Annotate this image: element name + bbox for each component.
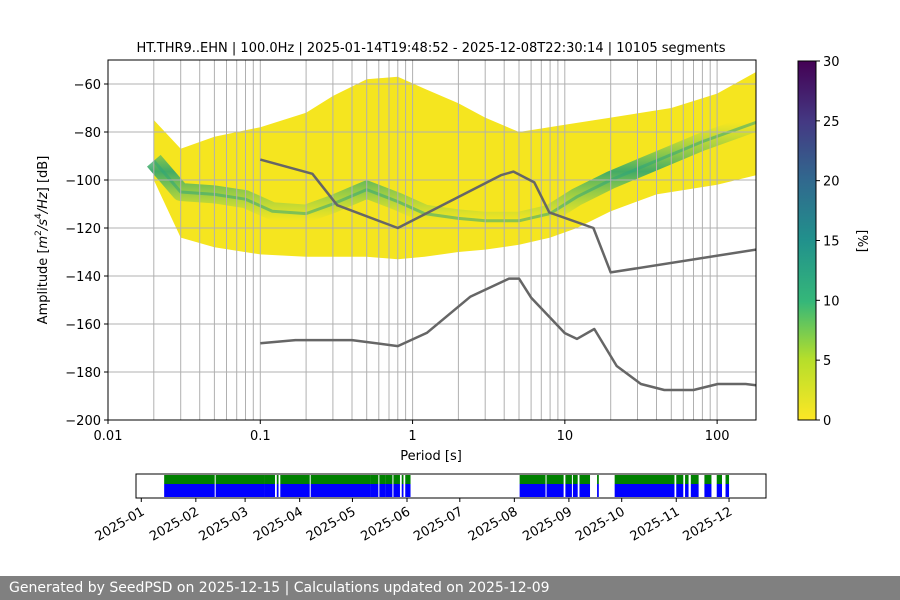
- processed-segment: [676, 475, 684, 484]
- colorbar-tick-label: 20: [823, 175, 840, 190]
- y-tick-label: −100: [65, 174, 101, 189]
- y-tick-label: −160: [65, 318, 101, 333]
- processed-segment: [519, 475, 564, 484]
- y-tick-label: −60: [74, 78, 101, 93]
- plot-content: [108, 60, 756, 420]
- colorbar-label: [%]: [854, 230, 869, 253]
- x-tick-label: 10: [557, 429, 574, 444]
- processed-segment: [597, 475, 599, 484]
- processed-segment: [565, 475, 578, 484]
- processed-segment: [579, 475, 591, 484]
- x-tick-label: 1: [408, 429, 416, 444]
- plot-frame: [107, 59, 757, 421]
- processed-segment: [690, 475, 700, 484]
- y-tick-label: −120: [65, 222, 101, 237]
- chart-title: HT.THR9..EHN | 100.0Hz | 2025-01-14T19:4…: [136, 41, 725, 56]
- colorbar-tick-label: 30: [823, 55, 840, 70]
- timeline-tick-label: 2025-08: [466, 504, 521, 544]
- data-segment: [264, 484, 276, 497]
- x-axis-label: Period [s]: [400, 449, 462, 464]
- data-segment: [370, 484, 386, 497]
- timeline-tick-label: 2025-02: [147, 504, 202, 544]
- seedpsd-figure: 0.01 0.1 1 10 100 −200−180−160−140−120−100−8…: [34, 41, 869, 545]
- data-segment: [519, 484, 564, 497]
- data-segment: [401, 484, 404, 497]
- timeline-tick-label: 2025-07: [411, 504, 466, 544]
- timeline-tick-label: 2025-04: [251, 504, 306, 544]
- colorbar-ticks: 0 5 10 15 20 25 30: [816, 55, 840, 429]
- data-segment: [690, 484, 700, 497]
- colorbar-tick-label: 0: [823, 414, 831, 429]
- y-axis-label: Amplitude [m2/s4/Hz] [dB]: [34, 156, 51, 325]
- processed-segment: [685, 475, 689, 484]
- x-axis-ticks: 0.01 0.1 1 10 100: [94, 420, 730, 444]
- timeline-tick-label: 2025-06: [358, 504, 413, 544]
- timeline-frame: [135, 473, 767, 499]
- y-tick-label: −180: [65, 366, 101, 381]
- y-tick-label: −140: [65, 270, 101, 285]
- y-tick-label: −200: [65, 414, 101, 429]
- data-segment: [164, 484, 265, 497]
- y-tick-label: −80: [74, 126, 101, 141]
- colorbar-tick-label: 15: [823, 235, 840, 250]
- low-noise-model-curve: [260, 277, 756, 392]
- processed-segment: [370, 475, 386, 484]
- colorbar: 0 5 10 15 20 25 30 [%]: [797, 55, 869, 429]
- processed-segment: [280, 475, 371, 484]
- grid-lines: [108, 60, 756, 420]
- x-tick-label: 0.1: [250, 429, 271, 444]
- psd-plot: 0.01 0.1 1 10 100 −200 −180 −160 −140 −120 −100 −8…: [34, 41, 757, 464]
- processed-segment: [405, 475, 411, 484]
- high-noise-model-curve: [259, 158, 756, 274]
- timeline-tick-label: 2025-11: [628, 504, 683, 544]
- x-tick-label: 100: [705, 429, 730, 444]
- data-segment: [565, 484, 578, 497]
- timeline-bars: [164, 475, 730, 497]
- processed-segment: [704, 475, 712, 484]
- processed-segment: [164, 475, 265, 484]
- timeline-tick-label: 2025-05: [304, 504, 359, 544]
- timeline-tick-label: 2025-03: [197, 504, 252, 544]
- data-segment: [716, 484, 723, 497]
- data-segment: [704, 484, 712, 497]
- colorbar-tick-label: 5: [823, 354, 831, 369]
- timeline-tick-label: 2025-01: [93, 504, 148, 544]
- footer-text: Generated by SeedPSD on 2025-12-15 | Cal…: [9, 580, 550, 596]
- processed-segment: [614, 475, 675, 484]
- data-segment: [276, 484, 279, 497]
- processed-segment: [716, 475, 723, 484]
- data-segment: [685, 484, 689, 497]
- timeline-tick-label: 2025-09: [520, 504, 575, 544]
- colorbar-tick-label: 10: [823, 294, 840, 309]
- timeline-tick-label: 2025-12: [680, 504, 735, 544]
- processed-segment: [725, 475, 730, 484]
- data-segment: [280, 484, 371, 497]
- data-segment: [614, 484, 675, 497]
- data-segment: [579, 484, 591, 497]
- processed-segment: [264, 475, 276, 484]
- y-axis-ticks: −200 −180 −160 −140 −120 −100 −80 −60: [65, 78, 108, 429]
- processed-segment: [276, 475, 279, 484]
- colorbar-tick-label: 25: [823, 115, 840, 130]
- colorbar-gradient: [797, 60, 817, 421]
- data-segment: [676, 484, 684, 497]
- x-tick-label: 0.01: [94, 429, 123, 444]
- data-segment: [725, 484, 730, 497]
- processed-segment: [401, 475, 404, 484]
- timeline-tick-label: 2025-10: [573, 504, 628, 544]
- data-segment: [597, 484, 599, 497]
- footer-bar: Generated by SeedPSD on 2025-12-15 | Cal…: [0, 576, 900, 600]
- data-segment: [405, 484, 411, 497]
